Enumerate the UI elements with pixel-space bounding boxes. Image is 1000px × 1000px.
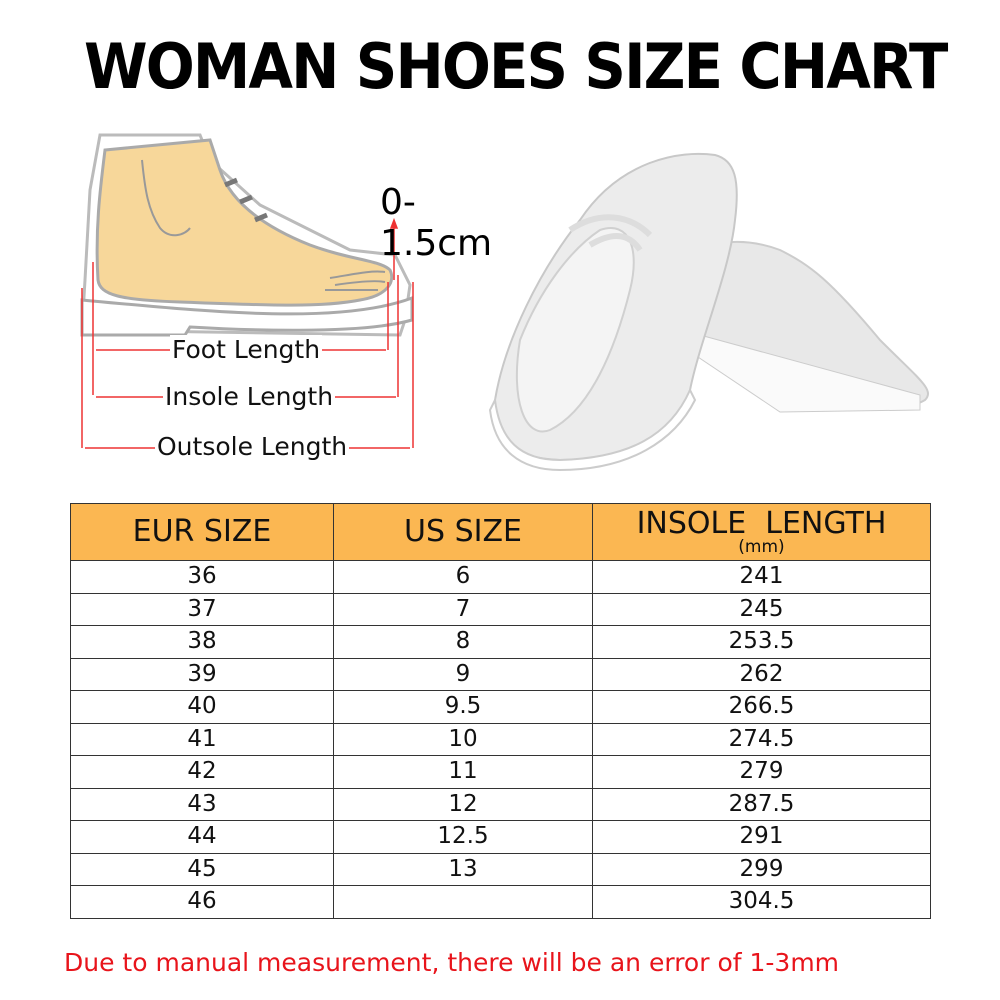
us-size-cell: 9 xyxy=(333,657,593,691)
foot-in-shoe-illustration xyxy=(80,133,414,449)
insole-length-cell: 266.5 xyxy=(592,690,931,724)
insole-length-cell: 279 xyxy=(592,755,931,789)
eur-size-cell: 43 xyxy=(70,787,334,821)
table-row: 43 12 287.5 xyxy=(70,787,931,821)
eur-size-cell: 39 xyxy=(70,657,334,691)
table-row: 37 7 245 xyxy=(70,592,931,626)
us-size-cell: 13 xyxy=(333,852,593,886)
table-row: 40 9.5 266.5 xyxy=(70,690,931,724)
insole-length-title: INSOLE LENGTH xyxy=(636,505,887,541)
table-row: 41 10 274.5 xyxy=(70,722,931,756)
us-size-cell: 7 xyxy=(333,592,593,626)
eur-size-cell: 44 xyxy=(70,820,334,854)
header-insole-length: INSOLE LENGTH (mm) xyxy=(592,503,931,561)
measurement-disclaimer: Due to manual measurement, there will be… xyxy=(64,948,840,977)
foot-length-label: Foot Length xyxy=(170,335,323,364)
us-size-cell: 10 xyxy=(333,722,593,756)
us-size-cell: 9.5 xyxy=(333,690,593,724)
eur-size-cell: 37 xyxy=(70,592,334,626)
eur-size-cell: 38 xyxy=(70,625,334,659)
eur-size-cell: 42 xyxy=(70,755,334,789)
eur-size-cell: 36 xyxy=(70,560,334,594)
toe-gap-label: 0-1.5cm xyxy=(380,182,493,264)
us-size-cell: 8 xyxy=(333,625,593,659)
insole-length-cell: 304.5 xyxy=(592,885,931,919)
us-size-cell: 6 xyxy=(333,560,593,594)
outsole-length-label: Outsole Length xyxy=(155,432,350,461)
header-us-size: US SIZE xyxy=(333,503,593,561)
table-row: 39 9 262 xyxy=(70,657,931,691)
table-row: 42 11 279 xyxy=(70,755,931,789)
page-title: WOMAN SHOES SIZE CHART xyxy=(84,30,948,103)
us-size-cell: 12 xyxy=(333,787,593,821)
table-header-row: EUR SIZE US SIZE INSOLE LENGTH (mm) xyxy=(70,503,931,561)
foot-measurement-diagram: 0-1.5cm Foot Length Insole Length Outsol… xyxy=(60,130,492,470)
header-eur-size: EUR SIZE xyxy=(70,503,334,561)
insole-length-cell: 241 xyxy=(592,560,931,594)
insole-length-cell: 299 xyxy=(592,852,931,886)
table-row: 45 13 299 xyxy=(70,852,931,886)
table-row: 44 12.5 291 xyxy=(70,820,931,854)
shoes-product-image xyxy=(488,152,929,472)
insole-length-cell: 291 xyxy=(592,820,931,854)
eur-size-cell: 41 xyxy=(70,722,334,756)
us-size-cell: 11 xyxy=(333,755,593,789)
us-size-cell xyxy=(333,885,593,919)
insole-length-cell: 253.5 xyxy=(592,625,931,659)
eur-size-cell: 45 xyxy=(70,852,334,886)
eur-size-cell: 40 xyxy=(70,690,334,724)
unit-label: (mm) xyxy=(738,536,785,557)
insole-length-cell: 245 xyxy=(592,592,931,626)
table-row: 36 6 241 xyxy=(70,560,931,594)
insole-length-cell: 262 xyxy=(592,657,931,691)
size-chart-table: EUR SIZE US SIZE INSOLE LENGTH (mm) 36 6 24… xyxy=(70,503,931,919)
insole-length-cell: 274.5 xyxy=(592,722,931,756)
insole-length-cell: 287.5 xyxy=(592,787,931,821)
us-size-cell: 12.5 xyxy=(333,820,593,854)
table-row: 38 8 253.5 xyxy=(70,625,931,659)
eur-size-cell: 46 xyxy=(70,885,334,919)
table-row: 46 304.5 xyxy=(70,885,931,919)
insole-length-label: Insole Length xyxy=(163,382,336,411)
